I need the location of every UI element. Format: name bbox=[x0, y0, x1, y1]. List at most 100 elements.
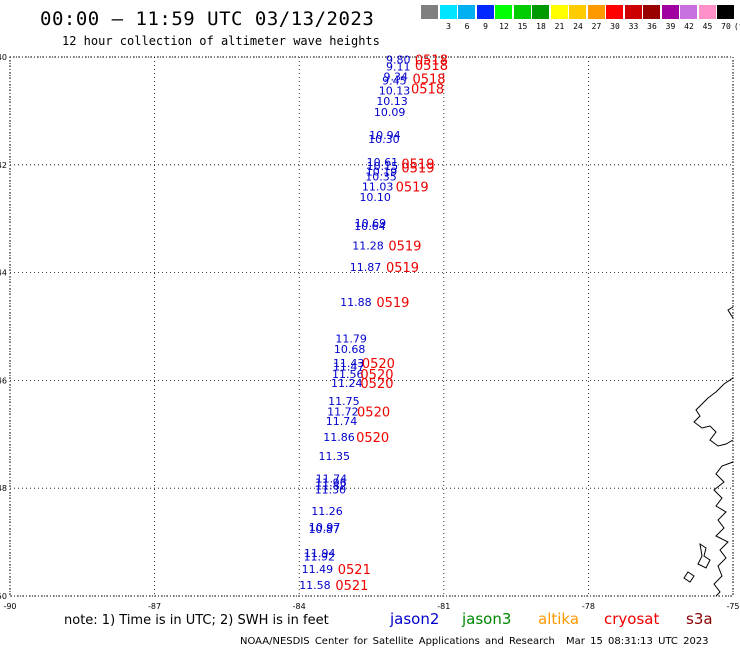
legend-swatch bbox=[606, 5, 623, 19]
wave-height-value: 11.82 bbox=[315, 480, 347, 493]
wave-height-value: 11.26 bbox=[311, 505, 343, 518]
wave-height-value: 11.74 bbox=[326, 415, 358, 428]
legend-swatch bbox=[569, 5, 586, 19]
wave-height-value: 11.79 bbox=[335, 332, 367, 345]
legend-swatch bbox=[717, 5, 734, 19]
wave-height-value: 11.03 bbox=[362, 180, 394, 193]
wave-height-value: 11.74 bbox=[316, 472, 348, 485]
legend-swatch bbox=[495, 5, 512, 19]
footer-credit: NOAA/NESDIS Center for Satellite Applica… bbox=[240, 636, 709, 647]
page-title: 00:00 – 11:59 UTC 03/13/2023 bbox=[40, 8, 375, 30]
satellite-altika: altika bbox=[538, 610, 580, 628]
legend-value: 12 bbox=[499, 22, 509, 31]
observation-time-label: 0519 bbox=[401, 161, 434, 176]
legend-value: 9 bbox=[483, 22, 488, 31]
observation-time-label: 0521 bbox=[338, 563, 371, 578]
legend-value: 24 bbox=[573, 22, 583, 31]
wave-height-value: 10.87 bbox=[308, 523, 340, 536]
lon-tick-label: -81 bbox=[437, 602, 450, 611]
wave-height-value: 10.30 bbox=[368, 133, 400, 146]
observation-time-label: 0520 bbox=[360, 368, 393, 383]
legend-value: 36 bbox=[647, 22, 657, 31]
agency-credit: NOAA/NESDIS Center for Satellite Applica… bbox=[240, 636, 555, 647]
wave-height-value: 11.58 bbox=[299, 579, 331, 592]
observation-time-label: 0518 bbox=[415, 54, 448, 69]
wave-height-value: 10.19 bbox=[366, 165, 398, 178]
wave-height-value: 11.94 bbox=[304, 547, 336, 560]
satellite-jason3: jason3 bbox=[462, 610, 512, 628]
legend-swatch bbox=[698, 5, 716, 19]
lat-tick-label: -40 bbox=[0, 53, 7, 62]
lon-tick-label: -75 bbox=[726, 602, 739, 611]
legend-swatch bbox=[476, 5, 494, 19]
observation-time-label: 0520 bbox=[360, 377, 393, 392]
legend-swatch bbox=[421, 5, 438, 19]
wave-height-value: 10.69 bbox=[355, 217, 387, 230]
legend-swatch bbox=[661, 5, 679, 19]
wave-height-value: 11.86 bbox=[323, 431, 355, 444]
legend-value: 27 bbox=[591, 22, 602, 31]
legend-swatch bbox=[550, 5, 568, 19]
wave-height-value: 10.10 bbox=[359, 191, 391, 204]
wave-height-value: 9.80 bbox=[386, 54, 411, 67]
wave-height-value: 9.11 bbox=[386, 61, 411, 74]
legend-swatch bbox=[587, 5, 605, 19]
lon-tick-label: -90 bbox=[3, 602, 16, 611]
wave-height-value: 11.28 bbox=[352, 240, 384, 253]
generated-timestamp: Mar 15 08:31:13 UTC 2023 bbox=[566, 636, 709, 647]
legend-value: 18 bbox=[536, 22, 546, 31]
observation-time-label: 0520 bbox=[356, 431, 389, 446]
coastline bbox=[697, 542, 711, 569]
observation-time-label: 0521 bbox=[335, 579, 368, 594]
wave-height-value: 10.15 bbox=[367, 160, 399, 173]
wave-height-value: 11.35 bbox=[318, 450, 350, 463]
legend-value: 45 bbox=[702, 22, 713, 31]
satellite-s3a: s3a bbox=[686, 610, 713, 628]
wave-height-value: 10.68 bbox=[334, 343, 366, 356]
wave-height-value: 11.92 bbox=[304, 551, 336, 564]
legend-value: 30 bbox=[610, 22, 620, 31]
observation-time-label: 0519 bbox=[401, 158, 434, 173]
legend-swatch bbox=[532, 5, 549, 19]
legend-swatch bbox=[643, 5, 660, 19]
wave-height-value: 11.96 bbox=[315, 476, 347, 489]
lat-tick-label: -42 bbox=[0, 161, 7, 170]
satellite-jason2: jason2 bbox=[390, 610, 440, 628]
wave-height-value: 11.49 bbox=[302, 563, 334, 576]
wave-height-value: 11.47 bbox=[333, 360, 365, 373]
observation-time-label: 0518 bbox=[415, 59, 448, 74]
legend-value: 15 bbox=[517, 22, 528, 31]
wave-height-value: 11.30 bbox=[315, 483, 347, 496]
wave-height-value: 10.35 bbox=[365, 171, 397, 184]
legend-swatch bbox=[624, 5, 642, 19]
legend-swatch bbox=[680, 5, 697, 19]
wave-height-value: 10.13 bbox=[376, 95, 408, 108]
wave-height-value: 11.56 bbox=[332, 368, 364, 381]
coastline bbox=[683, 571, 695, 583]
legend-swatch bbox=[458, 5, 475, 19]
wave-height-value: 10.61 bbox=[367, 156, 399, 169]
wave-height-value: 9.45 bbox=[382, 75, 407, 88]
lat-tick-label: -46 bbox=[0, 376, 7, 385]
map-frame bbox=[9, 56, 734, 597]
observation-time-label: 0520 bbox=[362, 357, 395, 372]
wave-height-value: 10.64 bbox=[354, 220, 386, 233]
wave-height-value: 11.88 bbox=[340, 296, 372, 309]
coastline bbox=[693, 377, 734, 447]
units-note: note: 1) Time is in UTC; 2) SWH is in fe… bbox=[64, 613, 329, 628]
coastline bbox=[713, 461, 734, 597]
wave-height-value: 10.09 bbox=[374, 106, 406, 119]
lon-tick-label: -84 bbox=[293, 602, 306, 611]
satellite-cryosat: cryosat bbox=[604, 610, 660, 628]
wave-height-value: 11.75 bbox=[328, 395, 360, 408]
lat-tick-label: -50 bbox=[0, 592, 7, 601]
wave-height-value: 10.13 bbox=[379, 84, 411, 97]
observation-time-label: 0519 bbox=[386, 261, 419, 276]
legend-value: 6 bbox=[464, 22, 470, 31]
legend-value: 70 bbox=[721, 22, 731, 31]
legend-swatch bbox=[439, 5, 457, 19]
wave-height-value: 11.87 bbox=[350, 261, 382, 274]
wave-height-value: 11.24 bbox=[331, 377, 363, 390]
lon-tick-label: -87 bbox=[148, 602, 161, 611]
